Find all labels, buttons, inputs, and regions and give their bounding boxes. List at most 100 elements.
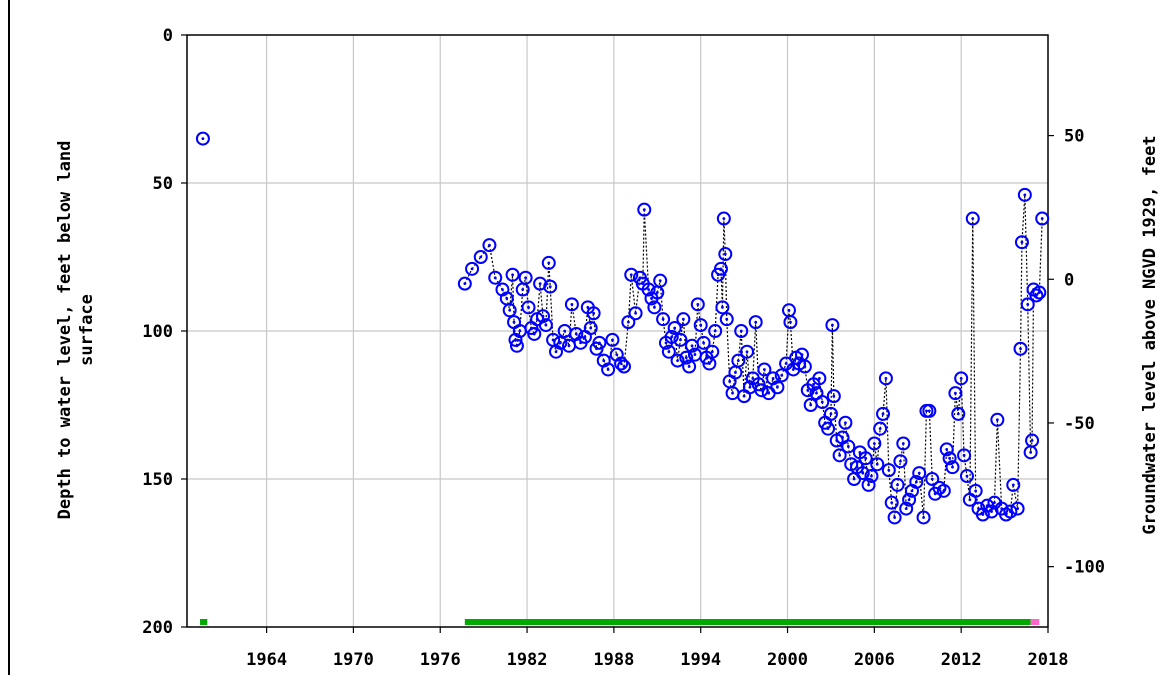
data-point-center xyxy=(910,489,914,493)
data-point-center xyxy=(864,456,868,460)
data-point-center xyxy=(907,498,911,502)
data-point xyxy=(948,386,963,401)
x-tick-label: 1964 xyxy=(246,650,287,670)
y-left-tick-label: 100 xyxy=(142,322,173,342)
data-point xyxy=(693,318,708,333)
data-point-center xyxy=(722,217,726,220)
data-point xyxy=(1035,211,1050,226)
connector-segment xyxy=(841,422,847,438)
record-period-bar-approved xyxy=(464,619,1031,625)
data-point-center xyxy=(524,276,528,280)
data-point xyxy=(473,250,488,264)
data-point-center xyxy=(642,208,646,212)
connector-segment xyxy=(1038,218,1043,293)
data-point xyxy=(521,300,536,315)
data-point xyxy=(605,332,620,347)
connector-segment xyxy=(975,490,980,509)
data-point-center xyxy=(511,273,514,277)
data-point-center xyxy=(544,323,548,327)
data-point xyxy=(954,371,969,386)
data-point-center xyxy=(710,350,714,354)
data-point xyxy=(553,335,568,350)
connector-segment xyxy=(856,452,861,468)
connector-segment xyxy=(972,218,977,491)
data-point-center xyxy=(945,448,949,451)
connector-segment xyxy=(768,378,774,394)
data-point-center xyxy=(974,489,978,493)
data-point xyxy=(1013,341,1028,356)
data-point-center xyxy=(626,320,630,324)
y-right-tick-label: 0 xyxy=(1064,270,1074,290)
data-point xyxy=(1006,477,1021,492)
data-point xyxy=(823,406,838,421)
connector-segment xyxy=(850,464,855,480)
data-point xyxy=(770,380,785,395)
data-point-center xyxy=(470,267,474,271)
data-point-center xyxy=(515,344,519,348)
data-point xyxy=(647,300,662,315)
data-point-center xyxy=(896,483,899,487)
connector-segment xyxy=(590,313,595,329)
data-point-center xyxy=(953,391,957,395)
data-point-center xyxy=(574,332,578,336)
data-point-center xyxy=(817,376,821,380)
connector-segment xyxy=(899,443,904,462)
data-point-center xyxy=(990,510,993,513)
connector-segment xyxy=(527,307,532,329)
data-point xyxy=(881,463,896,478)
data-point xyxy=(718,247,733,262)
data-point-center xyxy=(893,516,897,519)
data-point xyxy=(661,344,676,359)
data-point xyxy=(465,261,480,276)
y-right-tick-label: -50 xyxy=(1064,414,1095,434)
data-point-center xyxy=(995,418,999,422)
data-point xyxy=(541,255,556,270)
data-point-center xyxy=(993,501,996,505)
data-point xyxy=(968,483,983,498)
connector-segment xyxy=(1017,348,1022,509)
connector-segment xyxy=(1021,194,1026,243)
data-point-center xyxy=(681,317,685,321)
data-point-center xyxy=(1011,483,1015,487)
data-point-center xyxy=(820,400,824,404)
data-point-center xyxy=(615,353,619,357)
data-point-center xyxy=(852,477,856,481)
data-point-center xyxy=(1040,217,1044,220)
data-point xyxy=(509,338,524,353)
data-point-center xyxy=(538,282,542,286)
connector-segment xyxy=(555,342,561,352)
data-point xyxy=(195,131,210,146)
x-tick-label: 1994 xyxy=(680,650,721,670)
data-point-center xyxy=(815,391,818,395)
data-point-center xyxy=(664,341,668,345)
data-point xyxy=(821,421,836,436)
connector-segment xyxy=(969,218,974,500)
data-point-center xyxy=(658,279,662,283)
data-point-center xyxy=(721,305,724,309)
data-point-center xyxy=(598,341,601,345)
connector-segment xyxy=(993,419,998,503)
data-point-center xyxy=(789,320,792,324)
data-point-center xyxy=(1019,347,1022,351)
data-point-center xyxy=(745,350,749,354)
connector-segment xyxy=(533,319,538,335)
connector-segment xyxy=(996,419,1003,509)
data-point-center xyxy=(861,471,865,475)
data-point xyxy=(1020,297,1035,312)
axis-tick-labels: 1964 1970 1976 1982 1988 1994 2000 2006 2012 2018… xyxy=(142,26,1105,670)
data-point-center xyxy=(754,320,758,324)
connector-segment xyxy=(548,262,551,287)
data-point-center xyxy=(901,442,905,445)
data-point-center xyxy=(748,385,752,389)
data-point xyxy=(959,469,974,484)
data-point-center xyxy=(661,317,665,321)
data-point-center xyxy=(731,391,734,395)
data-point-center xyxy=(771,376,775,380)
data-point-center xyxy=(787,308,791,312)
data-point-center xyxy=(1023,193,1027,197)
connector-segment xyxy=(749,378,754,388)
data-point-center xyxy=(650,297,653,300)
data-point xyxy=(896,436,911,451)
data-point-center xyxy=(670,335,674,339)
data-point-center xyxy=(767,391,771,395)
